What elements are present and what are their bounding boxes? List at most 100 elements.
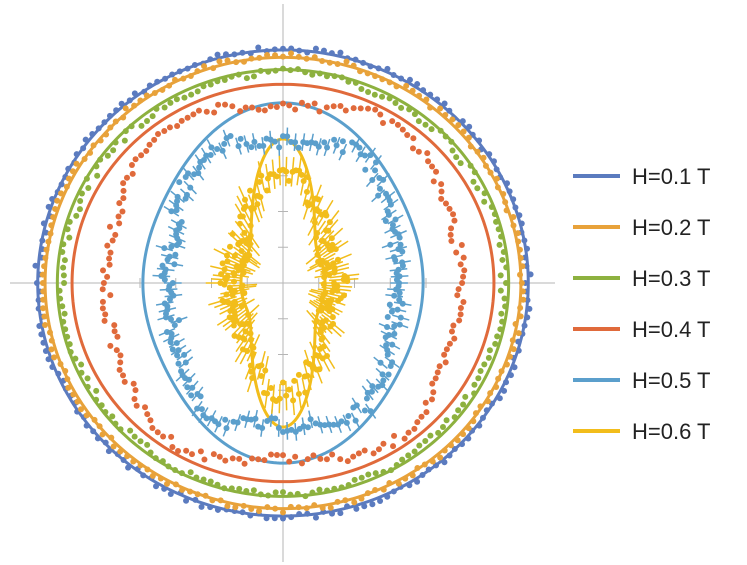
- data-point: [329, 241, 336, 248]
- data-point: [66, 341, 73, 348]
- data-point: [442, 359, 449, 366]
- data-point: [280, 515, 286, 522]
- data-point: [113, 347, 120, 354]
- error-bar: [305, 244, 330, 265]
- data-point: [316, 486, 323, 493]
- data-point: [267, 385, 274, 392]
- error-bar: [350, 412, 361, 429]
- data-point: [427, 104, 434, 111]
- data-point: [398, 104, 405, 111]
- data-point: [272, 505, 279, 512]
- error-bar: [310, 288, 340, 297]
- data-point: [154, 429, 161, 436]
- data-point: [411, 425, 418, 432]
- error-bar: [152, 274, 171, 278]
- data-point: [230, 322, 237, 329]
- data-point: [498, 310, 505, 317]
- data-point: [164, 256, 171, 263]
- data-point: [391, 432, 398, 439]
- data-point: [329, 451, 336, 458]
- error-bar: [181, 166, 195, 181]
- error-bar: [271, 159, 276, 189]
- data-point: [113, 107, 120, 114]
- data-point: [429, 163, 436, 170]
- data-point: [383, 342, 390, 349]
- data-point: [272, 52, 279, 59]
- data-point: [210, 65, 217, 72]
- data-point: [442, 111, 449, 118]
- data-point: [320, 281, 327, 288]
- error-bar: [302, 191, 314, 220]
- data-point: [427, 432, 434, 439]
- data-point: [104, 273, 111, 280]
- data-point: [286, 458, 293, 465]
- data-point: [295, 504, 302, 511]
- error-bar: [338, 143, 348, 161]
- data-point: [376, 175, 383, 182]
- data-point: [460, 298, 467, 305]
- data-point: [41, 313, 48, 320]
- data-point: [310, 452, 317, 459]
- data-point: [111, 322, 118, 329]
- data-point: [361, 503, 368, 510]
- data-point: [107, 292, 114, 299]
- error-bar: [234, 220, 254, 245]
- data-point: [500, 191, 507, 198]
- data-point: [371, 91, 378, 98]
- data-point: [159, 458, 166, 465]
- data-point: [472, 410, 479, 417]
- data-point: [326, 59, 333, 66]
- data-point: [214, 481, 221, 488]
- data-point: [386, 480, 393, 487]
- data-point: [140, 472, 147, 479]
- data-point: [120, 187, 127, 194]
- data-point: [331, 73, 338, 80]
- data-point: [221, 77, 228, 84]
- data-point: [441, 459, 448, 466]
- data-point: [394, 121, 401, 128]
- data-point: [183, 497, 190, 504]
- data-point: [395, 283, 402, 290]
- data-point: [239, 49, 246, 56]
- data-point: [248, 144, 255, 151]
- data-point: [175, 447, 182, 454]
- data-point: [304, 102, 311, 109]
- data-point: [106, 112, 113, 119]
- data-point: [243, 75, 250, 82]
- error-bar: [317, 239, 342, 259]
- data-point: [428, 126, 435, 133]
- data-point: [485, 354, 492, 361]
- data-point: [280, 509, 286, 516]
- data-point: [418, 413, 425, 420]
- data-point: [168, 243, 175, 250]
- data-point: [380, 119, 386, 126]
- data-point: [324, 487, 331, 494]
- data-point: [331, 485, 338, 492]
- data-point: [372, 106, 379, 113]
- data-point: [263, 135, 270, 142]
- data-point: [240, 269, 247, 276]
- data-point: [209, 497, 216, 504]
- data-point: [457, 160, 464, 167]
- data-point: [263, 187, 270, 194]
- data-point: [250, 487, 257, 494]
- error-bar: [167, 225, 185, 236]
- data-point: [120, 180, 127, 187]
- data-point: [180, 75, 187, 82]
- data-point: [439, 424, 446, 431]
- fit-curve-5: [141, 101, 425, 465]
- data-point: [296, 47, 303, 54]
- data-point: [42, 347, 49, 354]
- data-point: [476, 422, 483, 429]
- data-point: [76, 206, 83, 213]
- error-bar: [214, 415, 223, 433]
- error-bar: [308, 220, 327, 246]
- data-point: [116, 366, 123, 373]
- error-bar: [302, 361, 312, 391]
- data-point: [479, 414, 486, 421]
- data-point: [153, 483, 160, 490]
- data-point: [188, 91, 195, 98]
- data-point: [515, 347, 522, 354]
- data-point: [264, 504, 271, 511]
- data-point: [241, 460, 248, 467]
